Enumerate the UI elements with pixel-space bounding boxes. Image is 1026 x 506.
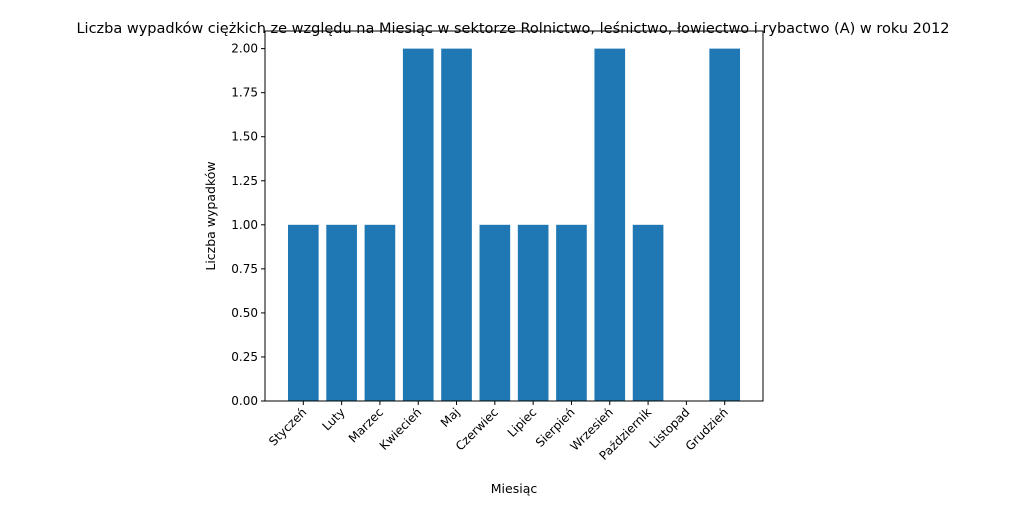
y-axis: 0.00 0.25 0.50 0.75 1.00 1.25 1.50 1.75 2.00	[231, 42, 265, 408]
y-tick-label: 1.25	[231, 174, 258, 188]
y-tick-label: 0.25	[231, 350, 258, 364]
plot-frame	[264, 30, 764, 402]
x-tick-label: Kwiecień	[377, 405, 425, 453]
chart-title: Liczba wypadków ciężkich ze względu na M…	[76, 21, 949, 37]
bar-1	[326, 224, 357, 401]
bar-9	[632, 224, 664, 401]
bar-5	[479, 224, 511, 401]
y-tick-label: 1.75	[231, 86, 258, 100]
x-axis-label: Miesiąc	[491, 481, 538, 496]
x-tick-label: Maj	[438, 405, 463, 430]
x-tick-label: Luty	[320, 405, 348, 433]
bar-4	[441, 48, 472, 401]
x-tick-label: Styczeń	[266, 405, 309, 448]
y-tick-label: 0.50	[231, 306, 258, 320]
y-tick-label: 0.75	[231, 262, 258, 276]
x-tick-label: Lipiec	[505, 405, 540, 440]
bar-8	[594, 48, 626, 401]
bars-group	[287, 48, 741, 401]
y-tick-label: 0.00	[231, 394, 258, 408]
bar-0	[287, 224, 319, 401]
y-tick-label: 1.00	[231, 218, 258, 232]
bar-7	[556, 224, 587, 401]
y-axis-label: Liczba wypadków	[203, 161, 218, 270]
bar-2	[364, 224, 396, 401]
bar-6	[517, 224, 549, 401]
bar-3	[402, 48, 434, 401]
bar-11	[709, 48, 741, 401]
x-tick-label: Grudzień	[683, 405, 731, 453]
y-tick-label: 1.50	[231, 130, 258, 144]
y-tick-label: 2.00	[231, 42, 258, 56]
x-tick-label: Czerwiec	[453, 405, 501, 453]
